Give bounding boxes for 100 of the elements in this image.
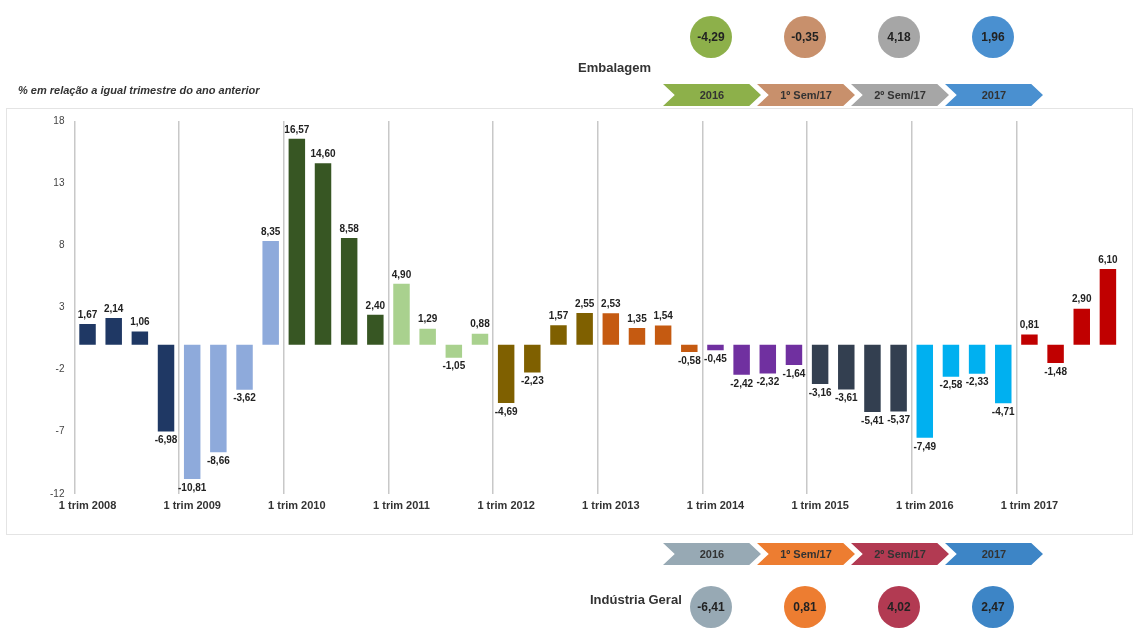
data-label: 1,29: [417, 313, 438, 325]
bar: [471, 333, 489, 345]
bar: [445, 344, 463, 358]
x-tick-label: 1 trim 2012: [477, 499, 535, 512]
data-label: 1,67: [77, 308, 98, 320]
text: Embalagem: [578, 60, 651, 75]
x-tick-label: 1 trim 2009: [163, 499, 221, 512]
bar: [105, 318, 122, 345]
data-label: 2,55: [574, 297, 595, 309]
data-label: -7,49: [913, 440, 937, 452]
bar: [1047, 344, 1064, 364]
data-label: -2,32: [756, 376, 780, 388]
data-label: -2,58: [939, 379, 963, 391]
x-tick-label: 1 trim 2016: [896, 499, 954, 512]
data-label: 8,35: [260, 225, 281, 237]
x-tick-label: 1 trim 2008: [58, 499, 117, 512]
bar: [1099, 268, 1117, 345]
y-tick-label: -2: [55, 363, 65, 375]
data-label: -2,33: [965, 376, 989, 388]
y-tick-label: -12: [50, 487, 65, 499]
data-label: -5,37: [887, 414, 911, 426]
data-label: 0,88: [470, 318, 491, 330]
y-tick-label: -7: [55, 425, 65, 437]
x-tick-label: 1 trim 2017: [1000, 499, 1059, 512]
data-label: -3,62: [233, 392, 257, 404]
bar: [236, 344, 253, 390]
bar: [79, 323, 96, 345]
data-label: -5,41: [861, 414, 885, 426]
bar: [916, 344, 934, 438]
data-label: -2,23: [520, 375, 545, 387]
bar: [157, 344, 175, 432]
bar: [183, 344, 201, 480]
bar: [707, 344, 724, 351]
y-tick-label: 3: [58, 301, 65, 313]
bar: [759, 344, 777, 374]
data-label: 6,10: [1098, 253, 1119, 265]
y-tick-label: 8: [58, 239, 65, 251]
bar: [340, 238, 358, 345]
data-label: -4,69: [494, 405, 518, 417]
data-label: 2,40: [365, 299, 386, 311]
text: Indústria Geral: [590, 592, 682, 607]
data-label: 1,35: [627, 312, 648, 324]
bar: [419, 328, 436, 345]
data-label: 4,90: [391, 268, 412, 280]
bar: [681, 344, 698, 352]
y-axis-title: % em relação a igual trimestre do ano anterior: [18, 84, 260, 96]
bar: [733, 344, 750, 375]
bar: [262, 240, 279, 345]
data-label: 16,57: [284, 123, 310, 135]
data-label: -6,98: [154, 434, 178, 446]
bar: [942, 344, 960, 377]
data-label: -10,81: [178, 481, 207, 493]
data-label: 1,57: [548, 309, 569, 321]
bar: [602, 313, 620, 345]
data-label: -4,71: [991, 405, 1016, 417]
data-label: 2,53: [601, 297, 621, 309]
bar: [864, 344, 881, 412]
data-label: 14,60: [310, 148, 336, 159]
data-label: -3,16: [808, 386, 832, 398]
y-tick-label: 18: [53, 114, 65, 126]
data-label: -3,61: [834, 392, 859, 404]
x-tick-label: 1 trim 2014: [686, 499, 746, 512]
data-label: 1,06: [130, 316, 151, 328]
bar: [314, 163, 332, 345]
bar: [890, 344, 907, 412]
data-label: -8,66: [206, 455, 231, 467]
bar: [393, 283, 410, 345]
data-label: 1,54: [653, 310, 674, 322]
bar: [131, 331, 149, 345]
x-tick-label: 1 trim 2010: [268, 499, 326, 512]
bar: [497, 344, 515, 403]
data-label: -0,58: [677, 354, 702, 366]
bar: [811, 344, 829, 384]
bar: [288, 138, 306, 345]
data-label: 2,14: [103, 302, 124, 314]
bar: [524, 344, 541, 373]
x-tick-label: 1 trim 2013: [582, 499, 640, 512]
x-tick-label: 1 trim 2011: [373, 499, 430, 512]
bar: [628, 327, 646, 345]
y-tick-label: 13: [53, 176, 65, 188]
data-label: 8,58: [339, 222, 360, 234]
bar: [210, 344, 227, 453]
bar: [367, 314, 384, 345]
bar: [995, 344, 1012, 404]
bar: [1073, 308, 1090, 345]
data-label: -0,45: [704, 353, 728, 365]
bar: [654, 325, 672, 345]
bar: [550, 325, 567, 345]
bar: [968, 344, 986, 374]
data-label: 0,81: [1019, 319, 1040, 331]
data-label: -1,48: [1044, 365, 1068, 377]
bar: [838, 344, 855, 390]
data-label: -1,64: [782, 367, 806, 379]
data-label: -1,05: [442, 360, 466, 372]
data-label: -2,42: [730, 377, 754, 389]
x-tick-label: 1 trim 2015: [791, 499, 849, 512]
bar: [576, 312, 593, 345]
data-label: 2,90: [1072, 293, 1092, 305]
bar: [785, 344, 803, 366]
bar: [1021, 334, 1038, 345]
